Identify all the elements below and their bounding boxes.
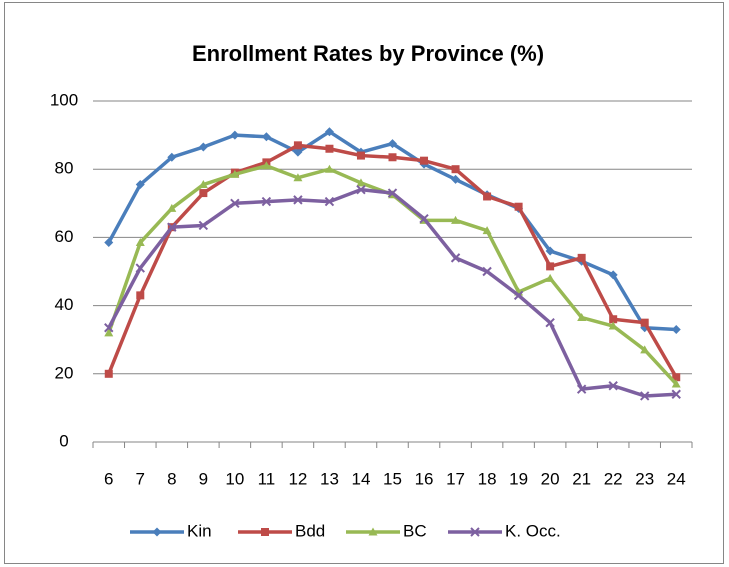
marker (482, 266, 492, 277)
y-tick-label: 40 (55, 295, 74, 314)
marker (513, 290, 524, 301)
marker (104, 238, 114, 248)
marker (356, 178, 366, 187)
y-tick-label: 0 (59, 431, 68, 450)
x-tick-label: 14 (352, 469, 371, 488)
marker (545, 273, 555, 282)
marker (545, 246, 555, 256)
chart-title: Enrollment Rates by Province (%) (192, 41, 544, 66)
marker (671, 389, 681, 399)
x-tick-label: 23 (635, 469, 654, 488)
marker (135, 263, 145, 273)
marker (514, 202, 523, 211)
marker (451, 165, 460, 174)
marker (230, 169, 240, 178)
marker (261, 132, 271, 142)
marker (230, 198, 240, 209)
legend-label: Kin (187, 521, 212, 540)
marker (293, 147, 303, 157)
marker (135, 238, 145, 247)
y-tick-label: 60 (55, 227, 74, 246)
marker (167, 152, 177, 162)
marker (450, 253, 461, 263)
marker (482, 226, 492, 235)
marker (368, 527, 378, 536)
marker (325, 144, 334, 153)
marker (671, 379, 681, 388)
x-tick-label: 8 (167, 469, 176, 488)
marker (451, 215, 461, 224)
marker (640, 318, 649, 327)
marker (387, 188, 398, 198)
marker (198, 142, 208, 152)
marker (419, 213, 429, 224)
x-tick-label: 12 (288, 469, 307, 488)
y-tick-label: 80 (55, 159, 74, 178)
marker (671, 324, 681, 334)
y-tick-label: 100 (50, 90, 78, 109)
x-tick-label: 18 (478, 469, 497, 488)
legend-label: Bdd (295, 521, 325, 540)
marker (672, 373, 681, 382)
marker (451, 174, 461, 184)
marker (199, 189, 208, 198)
marker (198, 220, 209, 231)
x-tick-label: 21 (572, 469, 591, 488)
marker (324, 196, 335, 207)
marker (388, 153, 397, 162)
marker (324, 127, 334, 137)
marker (545, 317, 555, 328)
marker (293, 195, 303, 205)
x-tick-label: 13 (320, 469, 339, 488)
marker (230, 130, 240, 140)
marker (388, 139, 397, 149)
x-tick-label: 6 (104, 469, 113, 488)
x-tick-label: 16 (415, 469, 434, 488)
marker (608, 381, 618, 391)
marker (640, 345, 650, 354)
marker (104, 328, 114, 337)
marker (104, 369, 113, 378)
marker (136, 291, 145, 300)
x-tick-label: 24 (667, 469, 686, 488)
marker (577, 313, 587, 322)
marker (198, 180, 208, 189)
marker (135, 180, 145, 190)
marker (609, 315, 618, 324)
marker (324, 164, 334, 173)
x-tick-label: 11 (258, 469, 276, 488)
x-tick-label: 15 (383, 469, 402, 488)
marker (608, 321, 618, 330)
marker (483, 192, 492, 201)
x-tick-label: 7 (136, 469, 145, 488)
x-tick-label: 22 (604, 469, 623, 488)
marker (293, 173, 303, 182)
marker (152, 527, 162, 537)
x-tick-label: 10 (225, 469, 244, 488)
x-tick-label: 17 (446, 469, 465, 488)
marker (356, 184, 366, 195)
marker (293, 141, 302, 150)
marker (640, 391, 650, 401)
marker (420, 156, 429, 165)
marker (546, 262, 555, 271)
x-tick-label: 9 (199, 469, 208, 488)
marker (608, 270, 618, 280)
marker (104, 323, 114, 333)
legend-label: BC (403, 521, 427, 540)
marker (576, 384, 587, 394)
marker (167, 203, 177, 212)
x-tick-label: 19 (509, 469, 528, 488)
legend-label: K. Occ. (505, 521, 561, 540)
y-tick-label: 20 (55, 363, 74, 382)
marker (470, 527, 480, 537)
marker (167, 222, 177, 232)
marker (356, 151, 365, 160)
marker (261, 161, 271, 170)
marker (577, 253, 586, 262)
marker (261, 528, 269, 536)
x-tick-label: 20 (541, 469, 560, 488)
marker (261, 196, 272, 207)
